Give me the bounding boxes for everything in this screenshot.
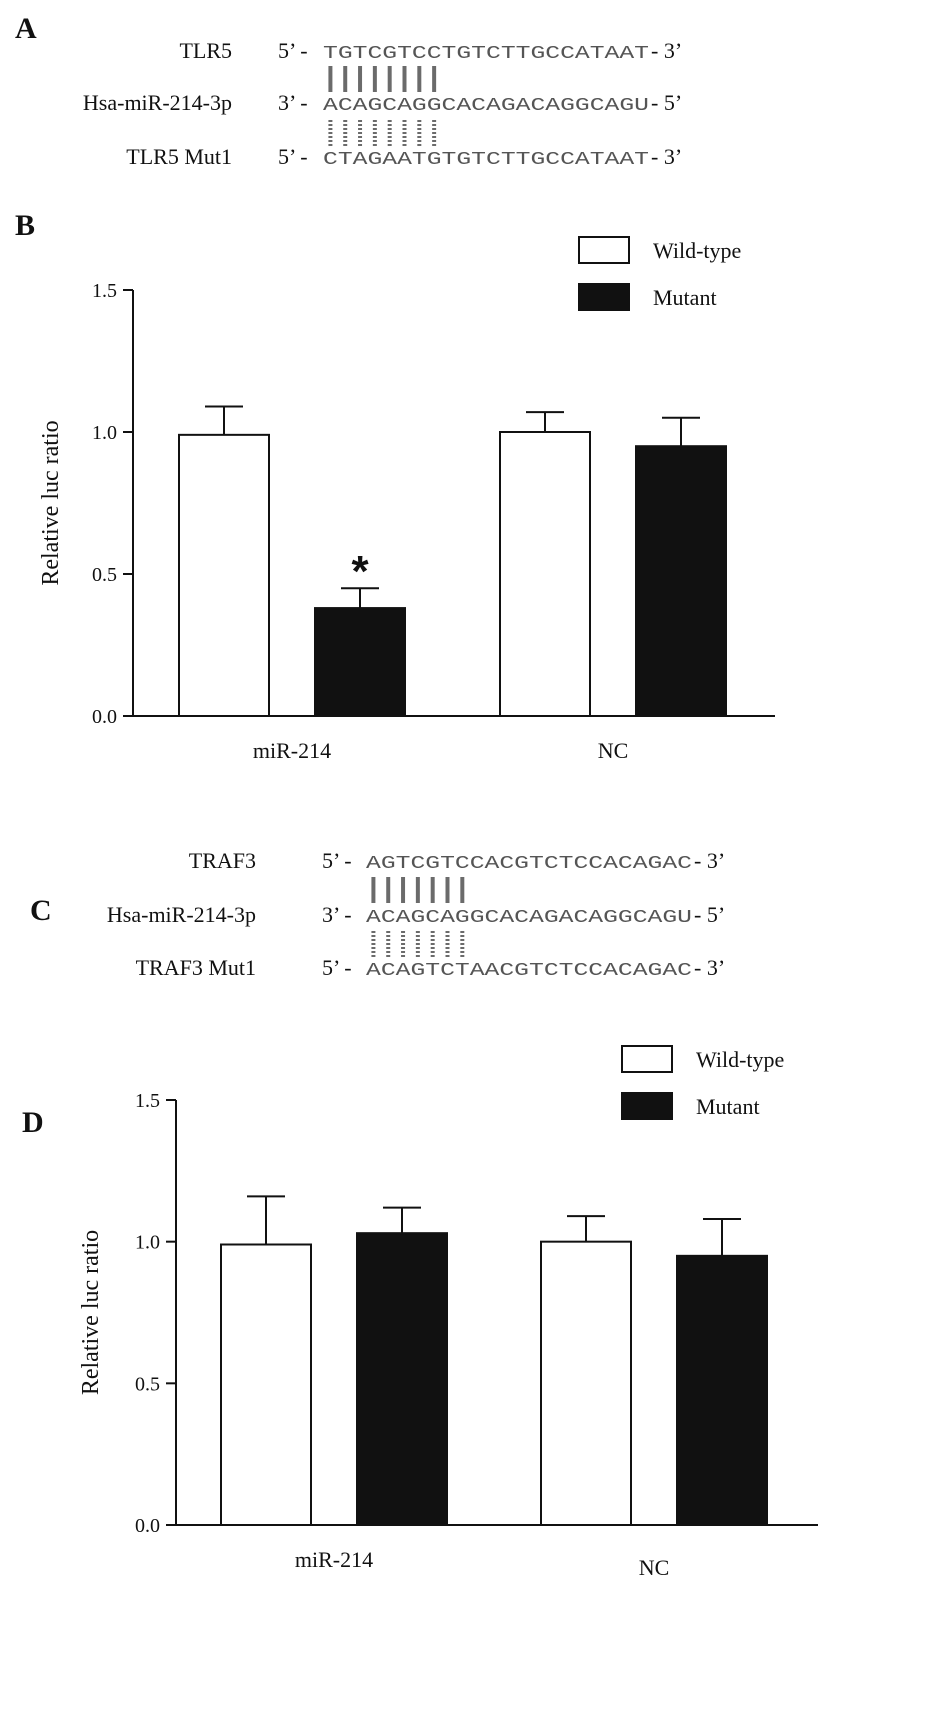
seq-dir-start: 5’ - [278, 144, 308, 169]
chart-d: 0.0 0.5 1.0 1.5 Relative luc ratio miR-214 NC W… [78, 1045, 818, 1580]
bar-wild-type-nc [540, 1240, 632, 1526]
seq-dir-end: - 3’ [651, 38, 682, 63]
alignment-c: TRAF3 5’ - AGTCGTCCACGTCTCCACAGAC - 3’Hsa-m… [107, 848, 725, 981]
seq-letters: AGTCGTCCACGTCTCCACAGAC [366, 854, 692, 874]
bar-mutant-nc [635, 445, 727, 717]
legend-swatch [578, 236, 630, 264]
y-axis-title: Relative luc ratio [78, 1230, 104, 1395]
seq-dir-start: 5’ - [322, 955, 352, 980]
panel-b-letter: B [15, 209, 35, 242]
seq-dir-start: 3’ - [322, 902, 352, 927]
chart-b: 0.0 0.5 1.0 1.5 Relative luc ratio miR-214 NC *… [38, 236, 775, 763]
seq-dir-end: - 3’ [651, 144, 682, 169]
seq-name: Hsa-miR-214-3p [83, 90, 232, 115]
seq-dir-end: - 3’ [694, 955, 725, 980]
seq-dir-start: 3’ - [278, 90, 308, 115]
legend-swatch [621, 1092, 673, 1120]
bar-mutant-mir-214 [356, 1232, 448, 1526]
seq-letters: TGTCGTCCTGTCTTGCCATAAT [323, 44, 649, 64]
x-category-label: miR-214 [295, 1547, 373, 1572]
y-tick-label: 0.5 [92, 564, 117, 586]
bar-mutant-mir-214 [314, 607, 406, 718]
seq-dir-start: 5’ - [322, 848, 352, 873]
legend-swatch [621, 1045, 673, 1073]
panel-c-letter: C [30, 894, 52, 927]
y-tick-label: 1.5 [135, 1090, 160, 1112]
seq-letters: ACAGCAGGCACAGACAGGCAGU [366, 908, 692, 928]
seq-dir-end: - 3’ [694, 848, 725, 873]
seq-name: TRAF3 Mut1 [136, 955, 256, 980]
y-tick-label: 1.0 [92, 422, 117, 444]
legend-label: Wild-type [653, 238, 741, 263]
seq-letters: ACAGCAGGCACAGACAGGCAGU [323, 96, 649, 116]
significance-asterisk: * [351, 547, 369, 596]
legend-label: Wild-type [696, 1047, 784, 1072]
seq-name: TLR5 [179, 38, 232, 63]
seq-letters: CTAGAATGTGTCTTGCCATAAT [323, 150, 649, 170]
seq-name: Hsa-miR-214-3p [107, 902, 256, 927]
panel-a: A TLR5 5’ - TGTCGTCCTGTCTTGCCATAAT - 3’Hsa-… [15, 12, 682, 170]
legend-swatch [578, 283, 630, 311]
bar-wild-type-mir-214 [178, 433, 270, 717]
panel-d: D 0.0 0.5 1.0 1.5 Relative luc ratio miR-214 N… [22, 1045, 818, 1580]
legend-label: Mutant [653, 285, 717, 310]
panel-d-letter: D [22, 1106, 44, 1139]
bar-mutant-nc [676, 1254, 768, 1527]
panel-a-letter: A [15, 12, 37, 45]
panel-b: B 0.0 0.5 1.0 1.5 Relative luc ratio miR-214 N… [15, 209, 775, 763]
x-category-label: NC [598, 738, 629, 763]
seq-dir-start: 5’ - [278, 38, 308, 63]
x-category-label: miR-214 [253, 738, 331, 763]
y-tick-label: 0.0 [92, 706, 117, 728]
bar-wild-type-nc [499, 431, 591, 717]
panel-c: C TRAF3 5’ - AGTCGTCCACGTCTCCACAGAC - 3’Hsa… [30, 848, 725, 981]
seq-dir-end: - 5’ [694, 902, 725, 927]
x-category-label: NC [639, 1555, 670, 1580]
seq-dir-end: - 5’ [651, 90, 682, 115]
seq-letters: ACAGTCTAACGTCTCCACAGAC [366, 961, 692, 981]
y-tick-label: 0.0 [135, 1515, 160, 1537]
y-tick-label: 1.0 [135, 1232, 160, 1254]
bar-wild-type-mir-214 [220, 1243, 312, 1526]
y-axis-title: Relative luc ratio [38, 420, 64, 585]
y-tick-label: 1.5 [92, 280, 117, 302]
y-tick-label: 0.5 [135, 1373, 160, 1395]
legend-label: Mutant [696, 1094, 760, 1119]
seq-name: TLR5 Mut1 [126, 144, 232, 169]
seq-name: TRAF3 [189, 848, 256, 873]
alignment-a: TLR5 5’ - TGTCGTCCTGTCTTGCCATAAT - 3’Hsa-mi… [83, 38, 682, 170]
